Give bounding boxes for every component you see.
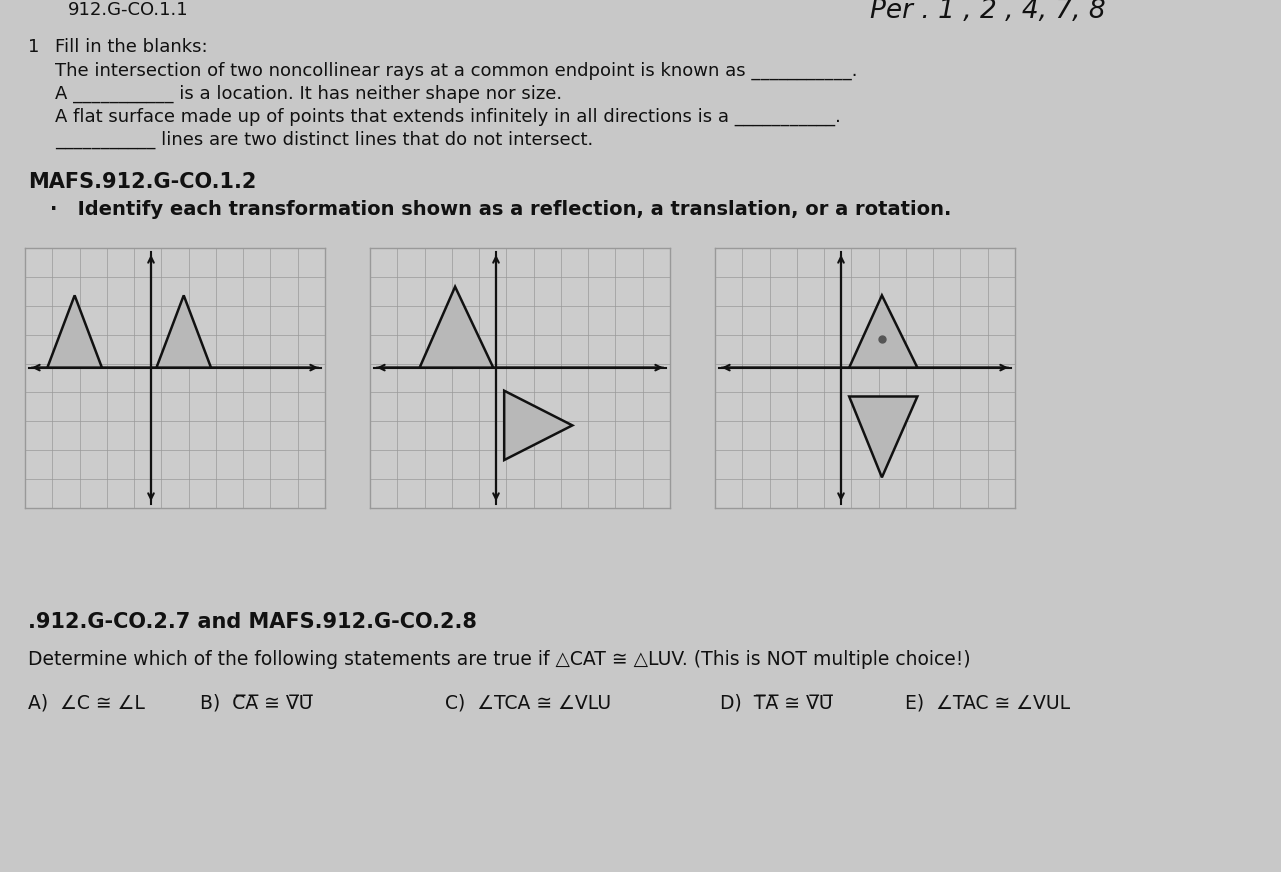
Bar [26, 248, 325, 508]
Text: D)  T̅A̅ ≅ V̅U̅: D) T̅A̅ ≅ V̅U̅ [720, 693, 833, 712]
Polygon shape [849, 296, 917, 368]
Text: Determine which of the following statements are true if △CAT ≅ △LUV. (This is NO: Determine which of the following stateme… [28, 650, 971, 669]
Text: E)  ∠TAC ≅ ∠VUL: E) ∠TAC ≅ ∠VUL [904, 693, 1070, 712]
Text: A flat surface made up of points that extends infinitely in all directions is a : A flat surface made up of points that ex… [55, 108, 840, 126]
Polygon shape [47, 296, 102, 368]
Text: Fill in the blanks:: Fill in the blanks: [55, 38, 208, 56]
Text: MAFS.912.G-CO.1.2: MAFS.912.G-CO.1.2 [28, 172, 256, 192]
Bar [370, 248, 670, 508]
Polygon shape [505, 391, 573, 460]
Text: 912.G-CO.1.1: 912.G-CO.1.1 [68, 1, 188, 19]
Polygon shape [156, 296, 211, 368]
Text: ·   Identify each transformation shown as a reflection, a translation, or a rota: · Identify each transformation shown as … [50, 200, 952, 219]
Bar [715, 248, 1015, 508]
Text: C)  ∠TCA ≅ ∠VLU: C) ∠TCA ≅ ∠VLU [445, 693, 611, 712]
Text: The intersection of two noncollinear rays at a common endpoint is known as _____: The intersection of two noncollinear ray… [55, 62, 857, 80]
Polygon shape [420, 287, 493, 368]
Text: A)  ∠C ≅ ∠L: A) ∠C ≅ ∠L [28, 693, 145, 712]
Text: B)  C̅A̅ ≅ V̅U̅: B) C̅A̅ ≅ V̅U̅ [200, 693, 313, 712]
Text: Per . 1 , 2 , 4, 7, 8: Per . 1 , 2 , 4, 7, 8 [870, 0, 1106, 24]
Text: .912.G-CO.2.7 and MAFS.912.G-CO.2.8: .912.G-CO.2.7 and MAFS.912.G-CO.2.8 [28, 612, 477, 632]
Text: A ___________ is a location. It has neither shape nor size.: A ___________ is a location. It has neit… [55, 85, 562, 103]
Text: ___________ lines are two distinct lines that do not intersect.: ___________ lines are two distinct lines… [55, 131, 593, 149]
Polygon shape [849, 397, 917, 477]
Text: 1: 1 [28, 38, 40, 56]
